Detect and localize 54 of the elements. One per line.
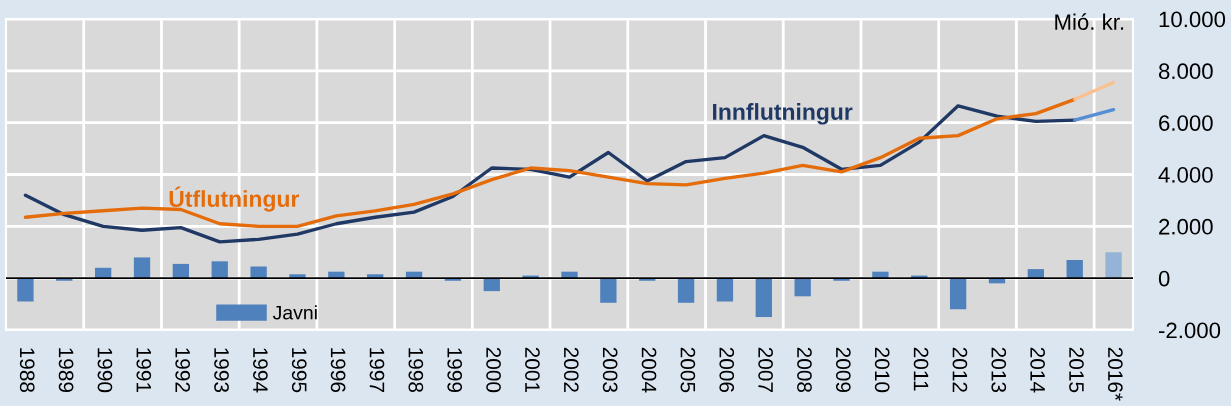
x-tick-label: 2006 xyxy=(719,347,735,393)
x-tick-label: 1993 xyxy=(214,348,229,393)
x-tick-label: 2011 xyxy=(913,347,929,391)
series-label: Innflutningur xyxy=(713,103,853,125)
x-tick-label: 1988 xyxy=(19,348,35,393)
x-tick-label: 2001 xyxy=(525,347,540,392)
x-tick-label: 1995 xyxy=(291,348,307,393)
bar xyxy=(949,278,967,310)
bar xyxy=(716,278,734,302)
x-tick-label: 2014 xyxy=(1030,347,1046,393)
bar xyxy=(1066,260,1083,279)
x-tick-label: 1989 xyxy=(58,348,74,393)
x-tick-label: 1992 xyxy=(175,348,191,392)
x-tick-label: 2004 xyxy=(641,347,657,393)
x-tick-label: 1991 xyxy=(136,348,152,392)
x-tick-label: 2012 xyxy=(952,347,968,392)
legend-label: Javni xyxy=(272,305,317,320)
x-tick-label: 1997 xyxy=(369,348,385,392)
bar xyxy=(211,261,228,279)
x-tick-label: 2015 xyxy=(1069,347,1084,393)
bar xyxy=(483,278,500,292)
x-tick-label: 2008 xyxy=(797,347,812,393)
x-tick-label: 1996 xyxy=(330,348,346,393)
x-tick-label: 2003 xyxy=(602,347,618,393)
y-tick-label: 2.000 xyxy=(1159,218,1213,235)
y-tick-label: 8.000 xyxy=(1158,63,1213,80)
y-tick-label: 10.000 xyxy=(1159,11,1226,28)
y-tick-label: 0 xyxy=(1158,270,1170,287)
bar xyxy=(1105,252,1122,279)
bar xyxy=(677,278,695,303)
x-tick-label: 2009 xyxy=(835,347,851,393)
line-series xyxy=(23,97,1077,228)
bar xyxy=(17,278,34,302)
x-tick-label: 2000 xyxy=(486,347,501,393)
x-tick-label: 1990 xyxy=(97,348,113,393)
x-tick-label: 1994 xyxy=(253,348,268,393)
line-series xyxy=(23,104,1077,244)
x-tick-label: 2016* xyxy=(1107,347,1123,401)
x-tick-label: 2010 xyxy=(874,347,890,393)
series-label: Útflutningur xyxy=(169,186,300,212)
y-axis-title: Mió. kr. xyxy=(1055,13,1124,30)
y-tick-label: 6.000 xyxy=(1159,115,1213,131)
x-tick-label: 1998 xyxy=(408,348,424,393)
bar xyxy=(600,278,617,303)
x-tick-label: 2005 xyxy=(680,347,696,393)
bar xyxy=(755,278,772,318)
x-tick-label: 1999 xyxy=(447,348,463,393)
x-tick-label: 2013 xyxy=(991,347,1007,393)
x-tick-label: 2002 xyxy=(563,347,579,392)
y-tick-label: -2.000 xyxy=(1158,322,1221,339)
x-tick-label: 2007 xyxy=(758,347,773,392)
y-tick-label: 4.000 xyxy=(1158,167,1213,183)
bar xyxy=(133,257,151,279)
bar xyxy=(794,278,811,297)
